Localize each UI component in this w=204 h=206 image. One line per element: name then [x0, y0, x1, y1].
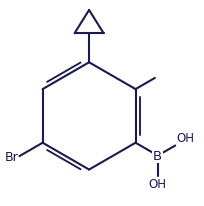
Text: OH: OH	[148, 178, 166, 191]
Text: Br: Br	[4, 150, 18, 163]
Text: OH: OH	[175, 132, 193, 145]
Text: B: B	[153, 149, 162, 162]
